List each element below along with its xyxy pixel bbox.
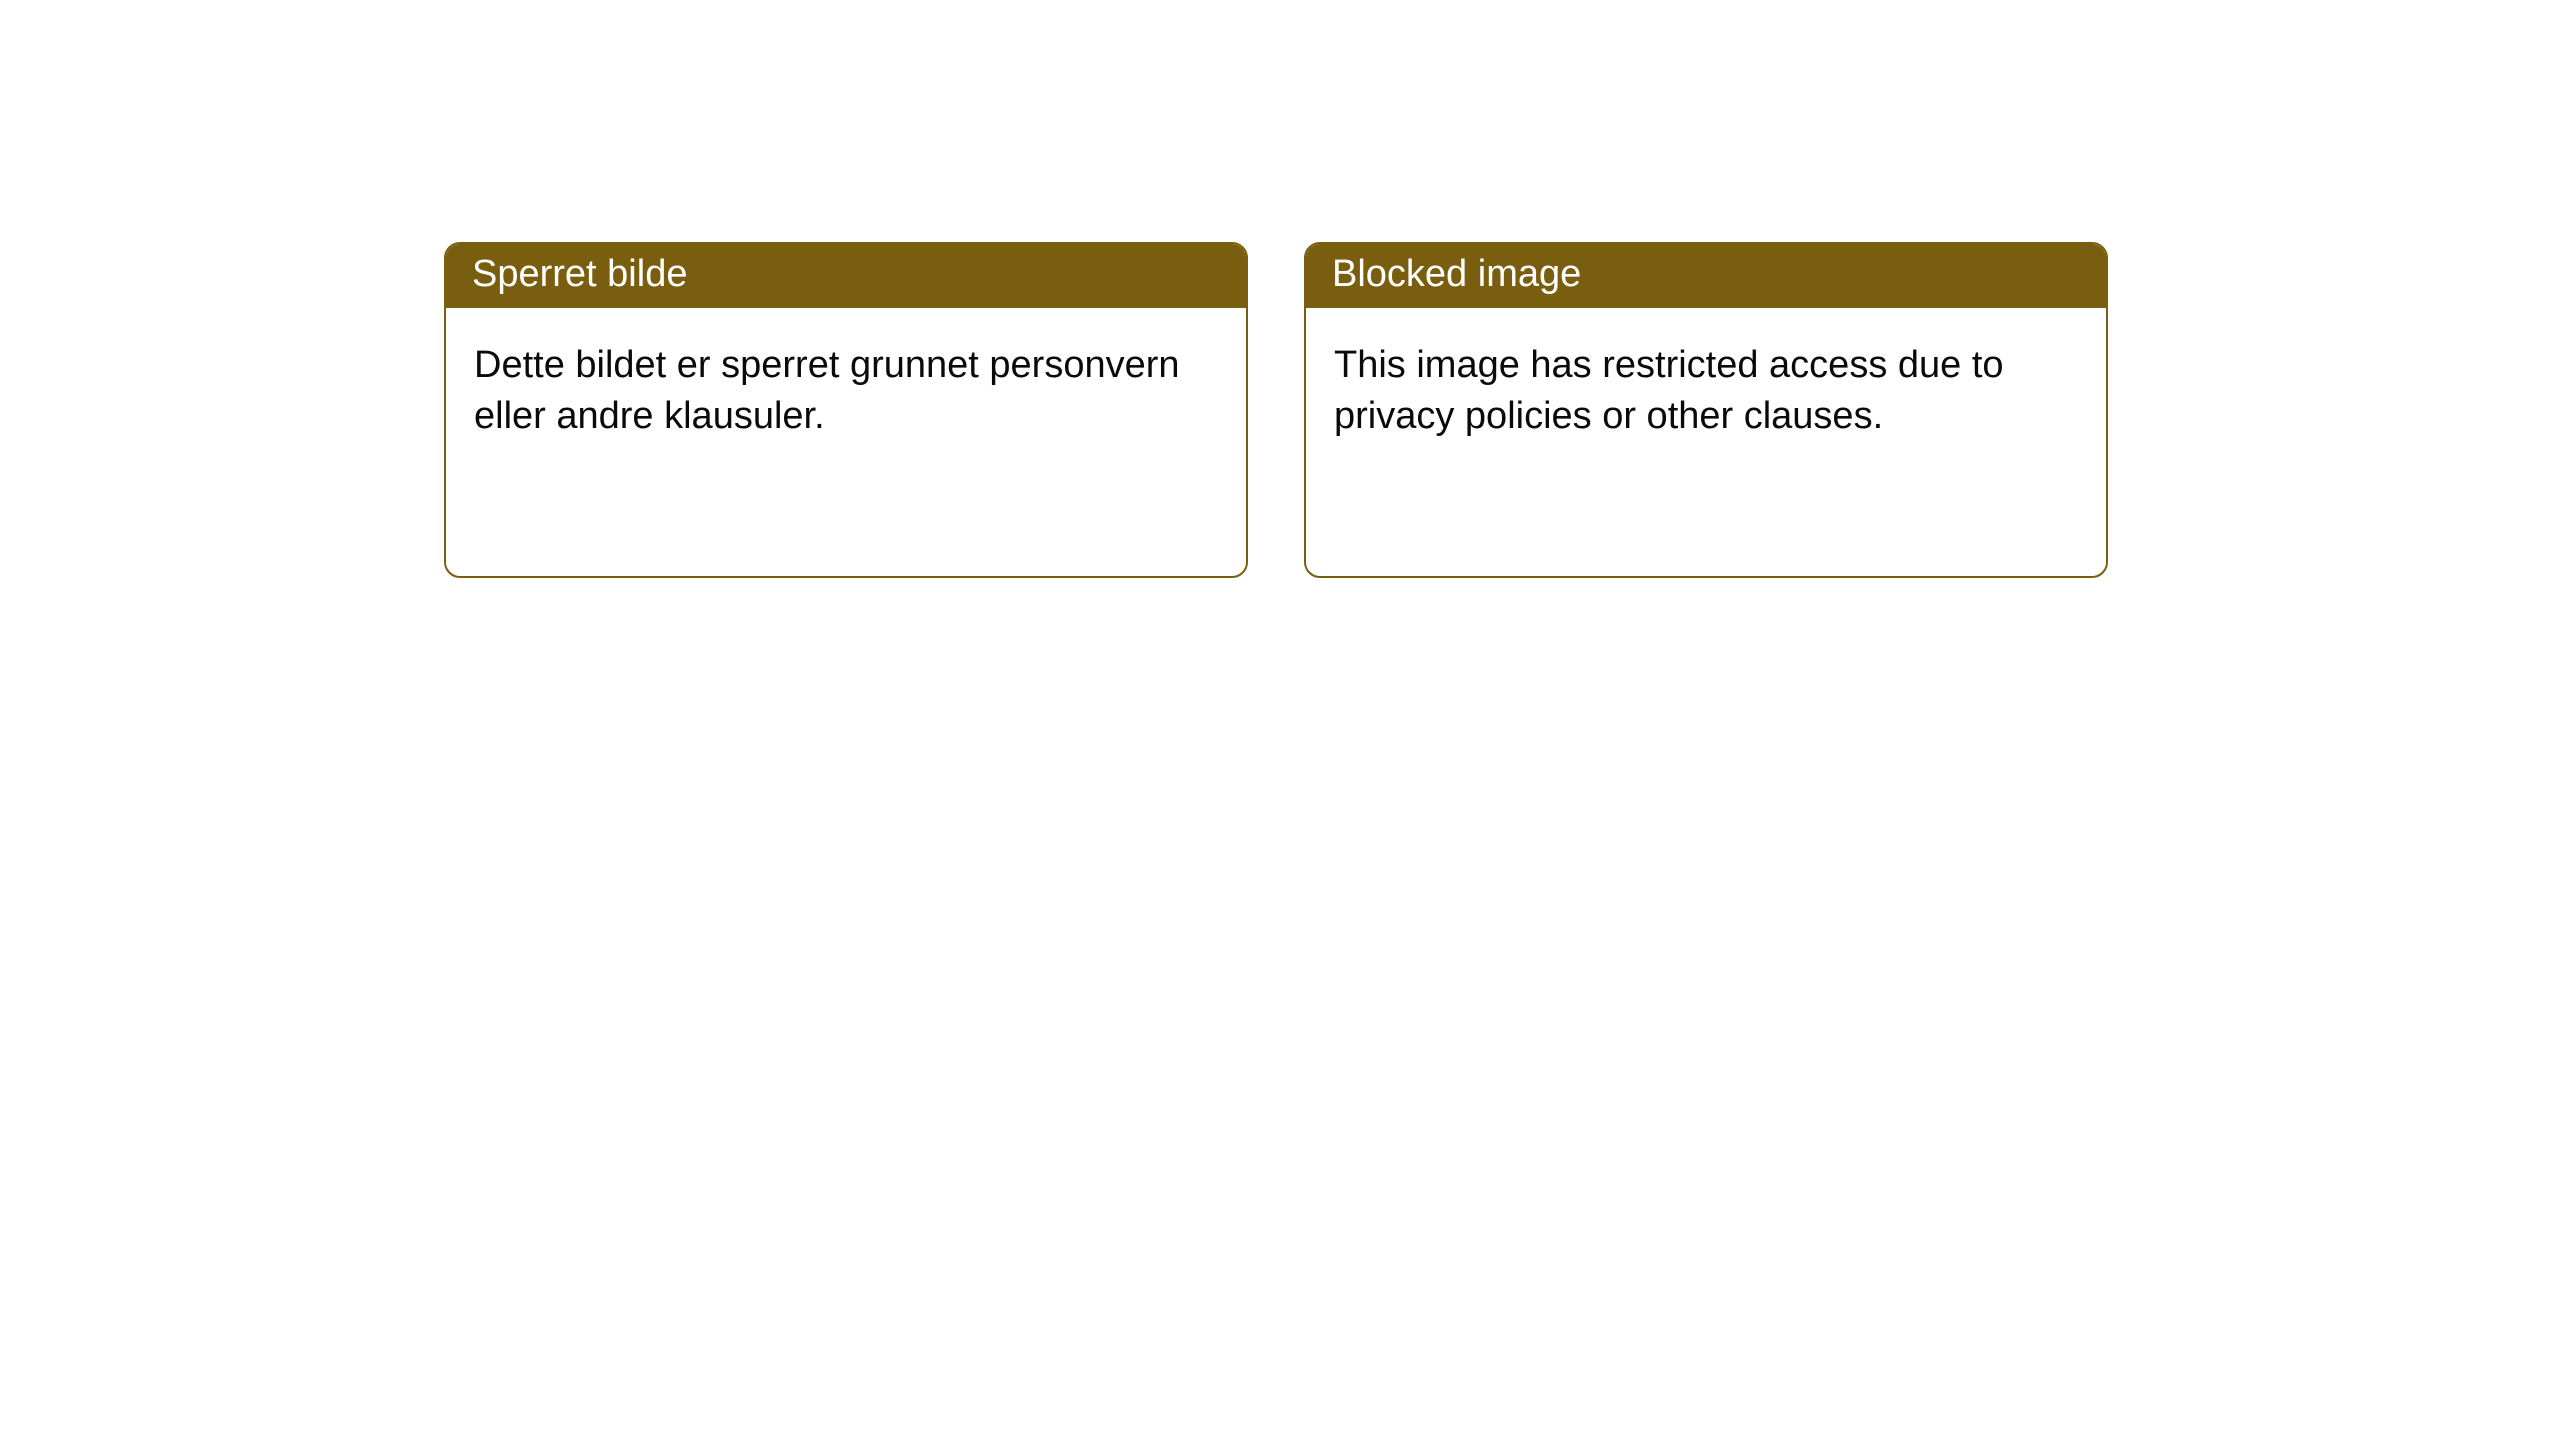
notice-body-no: Dette bildet er sperret grunnet personve… <box>446 308 1246 576</box>
notice-card-en: Blocked image This image has restricted … <box>1304 242 2108 578</box>
notice-body-en: This image has restricted access due to … <box>1306 308 2106 576</box>
notice-card-no: Sperret bilde Dette bildet er sperret gr… <box>444 242 1248 578</box>
notice-title-no: Sperret bilde <box>446 244 1246 308</box>
notice-container: Sperret bilde Dette bildet er sperret gr… <box>0 0 2560 578</box>
notice-title-en: Blocked image <box>1306 244 2106 308</box>
